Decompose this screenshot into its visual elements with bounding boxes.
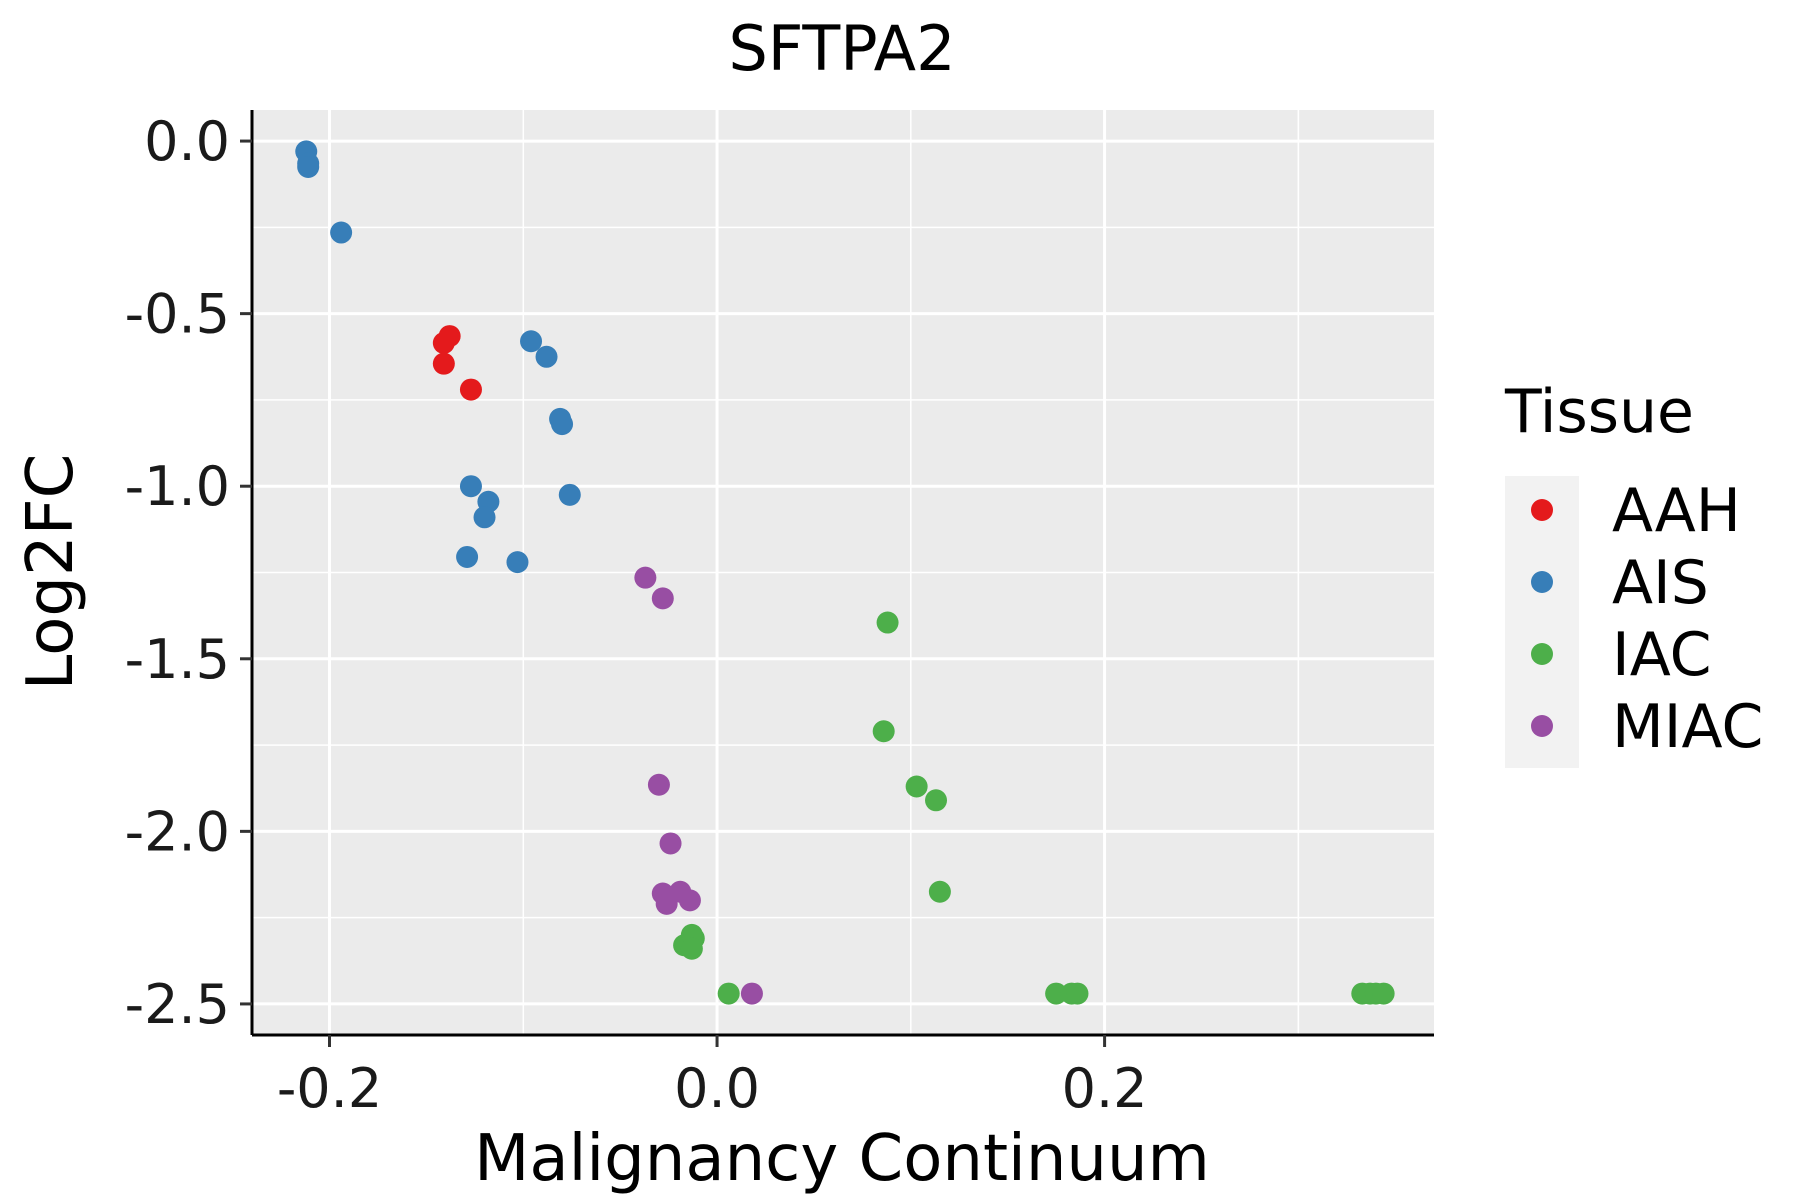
point-iac	[872, 720, 895, 743]
point-aah	[438, 325, 461, 348]
point-aah	[432, 352, 455, 375]
legend-key-miac	[1531, 715, 1553, 737]
point-iac	[925, 789, 948, 812]
x-tick-label: 0.2	[1062, 1057, 1148, 1120]
point-ais	[473, 506, 496, 529]
y-tick-label: -2.5	[125, 973, 230, 1036]
point-iac	[905, 775, 928, 798]
point-ais	[535, 345, 558, 368]
legend-title: Tissue	[1504, 377, 1694, 447]
legend-label-miac: MIAC	[1612, 692, 1763, 762]
y-tick-label: -1.5	[125, 628, 230, 691]
point-ais	[520, 330, 543, 353]
legend-key-ais	[1531, 571, 1553, 593]
point-ais	[558, 483, 581, 506]
y-tick-label: -1.0	[125, 455, 230, 518]
point-miac	[740, 982, 763, 1005]
point-iac	[1045, 982, 1068, 1005]
y-tick-label: -0.5	[125, 283, 230, 346]
y-axis-ticks: 0.0 -0.5 -1.0 -1.5 -2.0 -2.5	[125, 110, 252, 1036]
point-ais	[456, 545, 479, 568]
x-tick-label: -0.2	[277, 1057, 382, 1120]
point-iac	[717, 982, 740, 1005]
point-iac	[876, 611, 899, 634]
legend-label-ais: AIS	[1612, 548, 1709, 618]
point-ais	[297, 155, 320, 178]
legend-label-iac: IAC	[1612, 620, 1712, 690]
point-iac	[1372, 982, 1395, 1005]
y-axis-title: Log2FC	[14, 454, 88, 691]
x-axis-ticks: -0.2 0.0 0.2	[277, 1035, 1148, 1120]
point-miac	[647, 773, 670, 796]
point-miac	[651, 587, 674, 610]
legend-label-aah: AAH	[1612, 476, 1741, 546]
data-points	[295, 140, 1395, 1005]
y-tick-label: -2.0	[125, 800, 230, 863]
major-gridlines	[252, 110, 1434, 1035]
legend-key-aah	[1531, 499, 1553, 521]
point-miac	[659, 832, 682, 855]
point-iac	[1066, 982, 1089, 1005]
point-ais	[459, 475, 482, 498]
legend-key-iac	[1531, 643, 1553, 665]
x-tick-label: 0.0	[674, 1057, 760, 1120]
point-ais	[330, 221, 353, 244]
x-axis-title: Malignancy Continuum	[474, 1122, 1210, 1196]
point-ais	[551, 413, 574, 436]
point-ais	[506, 551, 529, 574]
chart-title: SFTPA2	[728, 12, 955, 85]
point-iac	[928, 880, 951, 903]
point-miac	[678, 889, 701, 912]
point-aah	[459, 378, 482, 401]
point-iac	[680, 937, 703, 960]
point-miac	[634, 566, 657, 589]
minor-gridlines	[252, 110, 1434, 1035]
y-tick-label: 0.0	[144, 110, 230, 173]
